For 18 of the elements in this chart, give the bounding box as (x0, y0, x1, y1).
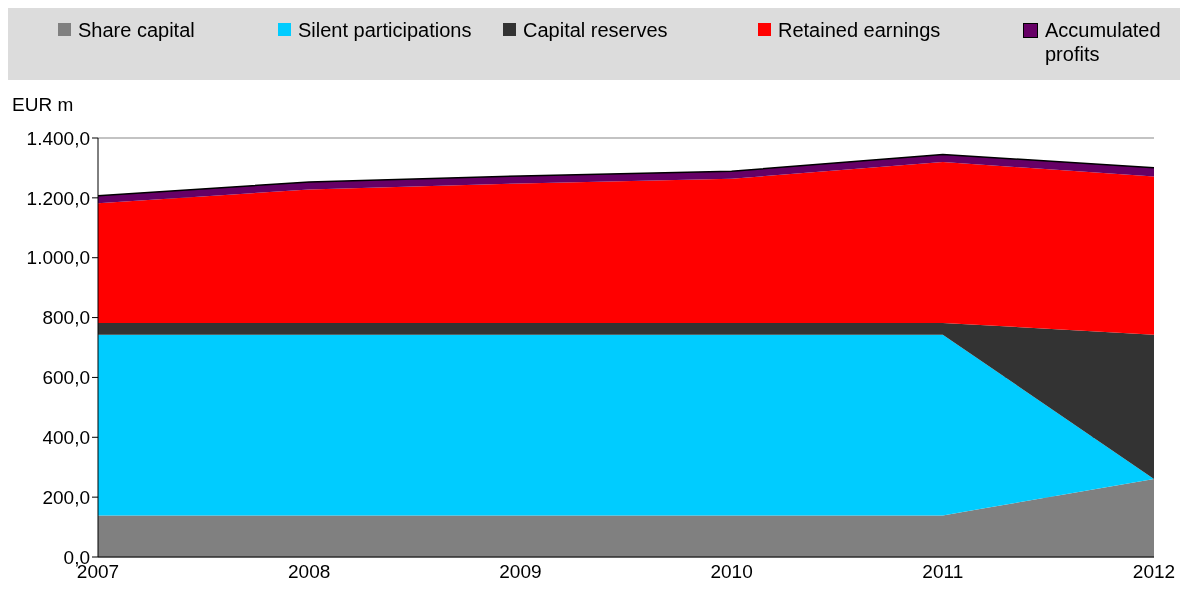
legend-label: Retained earnings (778, 18, 941, 42)
x-tick-label: 2008 (288, 561, 331, 583)
y-tick-label: 1.200,0 (26, 187, 90, 209)
y-axis-title: EUR m (12, 94, 75, 117)
x-tick-label: 2009 (499, 561, 542, 583)
legend-label: Share capital (78, 18, 195, 42)
x-tick-label: 2012 (1132, 561, 1176, 583)
y-tick-label: 1.400,0 (26, 127, 90, 149)
x-tick-label: 2011 (922, 561, 964, 583)
y-tick-label: 400,0 (42, 427, 90, 449)
x-tick-label: 2010 (710, 561, 753, 583)
legend-label: Capital reserves (523, 18, 668, 42)
y-tick-label: 800,0 (42, 307, 90, 329)
legend-label: Silent participations (298, 18, 472, 42)
y-tick-label: 600,0 (42, 367, 90, 389)
y-tick-label: 1.000,0 (26, 247, 90, 269)
y-tick-label: 200,0 (42, 486, 90, 508)
legend-label: Accumulated profits (1045, 18, 1162, 66)
